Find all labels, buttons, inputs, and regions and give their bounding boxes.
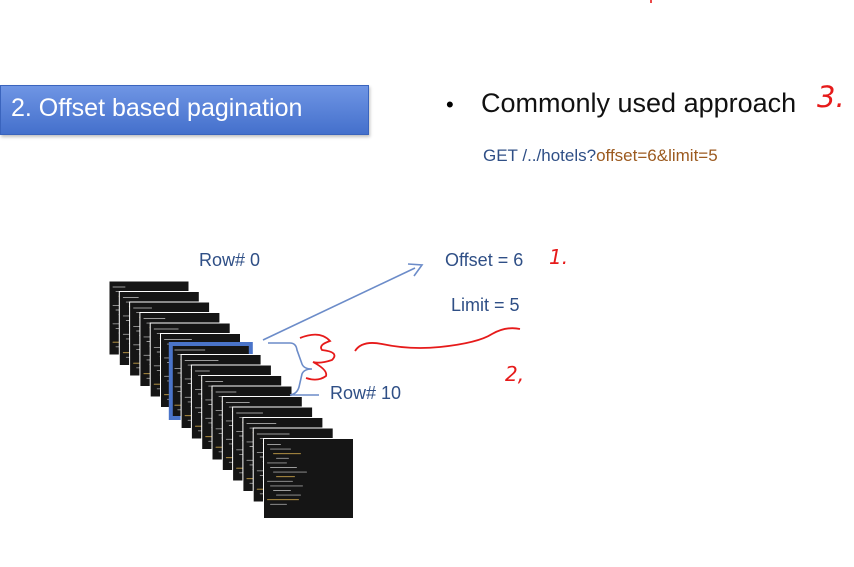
bullet-text: Commonly used approach [481, 88, 797, 118]
handwritten-mark-offset: 1. [549, 245, 569, 269]
handwritten-connector [354, 327, 521, 352]
sheet-frame [263, 438, 354, 519]
offset-arrow-line [262, 267, 416, 341]
offset-label: Offset = 6 [445, 250, 524, 270]
handwritten-mark-bullet: 3. [817, 80, 845, 114]
slide-title: 2. Offset based pagination [11, 94, 303, 122]
bullet-dot: • [446, 92, 454, 117]
row-sheet [263, 438, 354, 519]
row-start-label: Row# 0 [199, 250, 261, 270]
url-query: offset=6&limit=5 [596, 146, 718, 165]
handwritten-mark-limit: 2, [505, 362, 525, 386]
handwritten-brace [299, 333, 336, 381]
url-prefix: GET /../hotels? [483, 146, 597, 165]
row-end-label: Row# 10 [330, 383, 402, 403]
limit-brace [268, 342, 319, 396]
slide-title-banner: 2. Offset based pagination [0, 85, 369, 135]
limit-label: Limit = 5 [451, 295, 520, 315]
request-url: GET /../hotels?offset=6&limit=5 [483, 146, 718, 166]
offset-arrow-head [407, 263, 424, 277]
